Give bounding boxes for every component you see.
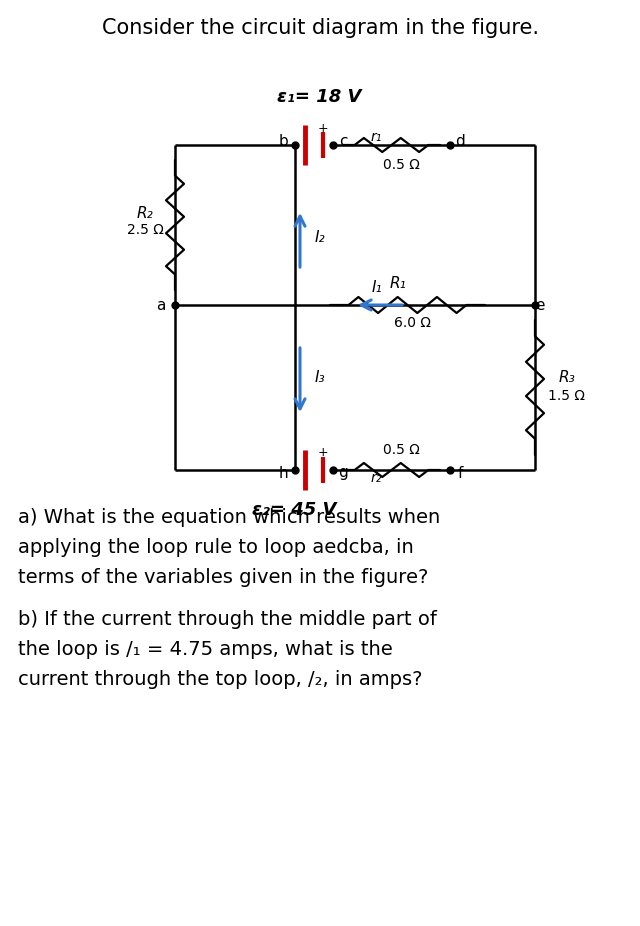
Text: applying the loop rule to loop aedcba, in: applying the loop rule to loop aedcba, i… <box>18 538 413 557</box>
Text: 0.5 Ω: 0.5 Ω <box>383 443 420 457</box>
Text: 2.5 Ω: 2.5 Ω <box>127 223 163 237</box>
Text: 0.5 Ω: 0.5 Ω <box>383 158 420 172</box>
Text: r₂: r₂ <box>371 471 382 485</box>
Text: r₁: r₁ <box>371 130 382 144</box>
Text: ε₁= 18 V: ε₁= 18 V <box>277 88 361 106</box>
Text: ε₂= 45 V: ε₂= 45 V <box>252 501 336 519</box>
Text: I₁: I₁ <box>372 280 382 294</box>
Text: terms of the variables given in the figure?: terms of the variables given in the figu… <box>18 568 428 587</box>
Text: b) If the current through the middle part of: b) If the current through the middle par… <box>18 610 437 629</box>
Text: Consider the circuit diagram in the figure.: Consider the circuit diagram in the figu… <box>102 18 538 38</box>
Text: 1.5 Ω: 1.5 Ω <box>548 389 586 403</box>
Text: +: + <box>317 121 328 134</box>
Text: a) What is the equation which results when: a) What is the equation which results wh… <box>18 508 440 527</box>
Text: c: c <box>339 134 348 149</box>
Text: R₂: R₂ <box>136 206 154 220</box>
Text: I₃: I₃ <box>315 370 326 385</box>
Text: d: d <box>455 134 465 149</box>
Text: a: a <box>156 297 166 312</box>
Text: e: e <box>536 297 545 312</box>
Text: R₁: R₁ <box>389 276 406 291</box>
Text: I₂: I₂ <box>315 231 326 245</box>
Text: +: + <box>317 446 328 459</box>
Text: g: g <box>338 466 348 481</box>
Text: current through the top loop, /₂, in amps?: current through the top loop, /₂, in amp… <box>18 670 422 689</box>
Text: f: f <box>458 466 463 481</box>
Text: 6.0 Ω: 6.0 Ω <box>394 316 431 330</box>
Text: b: b <box>278 134 288 149</box>
Text: the loop is /₁ = 4.75 amps, what is the: the loop is /₁ = 4.75 amps, what is the <box>18 640 393 659</box>
Text: h: h <box>278 466 288 481</box>
Text: R₃: R₃ <box>559 370 575 385</box>
